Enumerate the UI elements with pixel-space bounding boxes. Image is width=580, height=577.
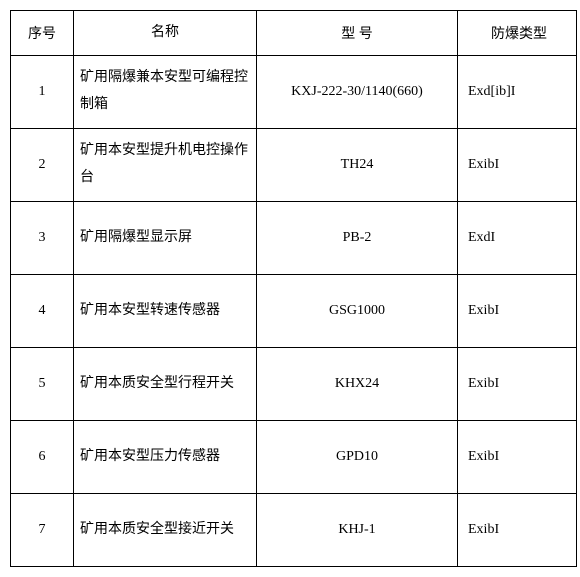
table-row: 5 矿用本质安全型行程开关 KHX24 ExibI: [11, 348, 577, 421]
cell-name: 矿用本安型提升机电控操作台: [74, 129, 257, 202]
cell-name: 矿用隔爆兼本安型可编程控制箱: [74, 56, 257, 129]
cell-type: ExibI: [458, 421, 577, 494]
table-row: 3 矿用隔爆型显示屏 PB-2 ExdI: [11, 202, 577, 275]
cell-seq: 6: [11, 421, 74, 494]
table-header-row: 序号 名称 型 号 防爆类型: [11, 11, 577, 56]
cell-seq: 4: [11, 275, 74, 348]
cell-seq: 7: [11, 494, 74, 567]
cell-model: KHX24: [257, 348, 458, 421]
equipment-table: 序号 名称 型 号 防爆类型 1 矿用隔爆兼本安型可编程控制箱 KXJ-222-…: [10, 10, 577, 567]
cell-model: KHJ-1: [257, 494, 458, 567]
table-row: 7 矿用本质安全型接近开关 KHJ-1 ExibI: [11, 494, 577, 567]
table-row: 4 矿用本安型转速传感器 GSG1000 ExibI: [11, 275, 577, 348]
cell-type: ExibI: [458, 494, 577, 567]
cell-seq: 2: [11, 129, 74, 202]
cell-type: ExibI: [458, 348, 577, 421]
col-header-model: 型 号: [257, 11, 458, 56]
cell-name: 矿用隔爆型显示屏: [74, 202, 257, 275]
col-header-name: 名称: [74, 11, 257, 56]
col-header-type: 防爆类型: [458, 11, 577, 56]
cell-seq: 3: [11, 202, 74, 275]
cell-model: GSG1000: [257, 275, 458, 348]
table-row: 6 矿用本安型压力传感器 GPD10 ExibI: [11, 421, 577, 494]
cell-model: GPD10: [257, 421, 458, 494]
cell-model: TH24: [257, 129, 458, 202]
cell-type: ExibI: [458, 129, 577, 202]
cell-name: 矿用本质安全型行程开关: [74, 348, 257, 421]
cell-seq: 1: [11, 56, 74, 129]
cell-name: 矿用本质安全型接近开关: [74, 494, 257, 567]
cell-name: 矿用本安型压力传感器: [74, 421, 257, 494]
col-header-seq: 序号: [11, 11, 74, 56]
cell-model: KXJ-222-30/1140(660): [257, 56, 458, 129]
cell-name: 矿用本安型转速传感器: [74, 275, 257, 348]
table-body: 1 矿用隔爆兼本安型可编程控制箱 KXJ-222-30/1140(660) Ex…: [11, 56, 577, 567]
cell-type: Exd[ib]I: [458, 56, 577, 129]
cell-model: PB-2: [257, 202, 458, 275]
cell-seq: 5: [11, 348, 74, 421]
cell-type: ExibI: [458, 275, 577, 348]
cell-type: ExdI: [458, 202, 577, 275]
table-row: 2 矿用本安型提升机电控操作台 TH24 ExibI: [11, 129, 577, 202]
table-row: 1 矿用隔爆兼本安型可编程控制箱 KXJ-222-30/1140(660) Ex…: [11, 56, 577, 129]
